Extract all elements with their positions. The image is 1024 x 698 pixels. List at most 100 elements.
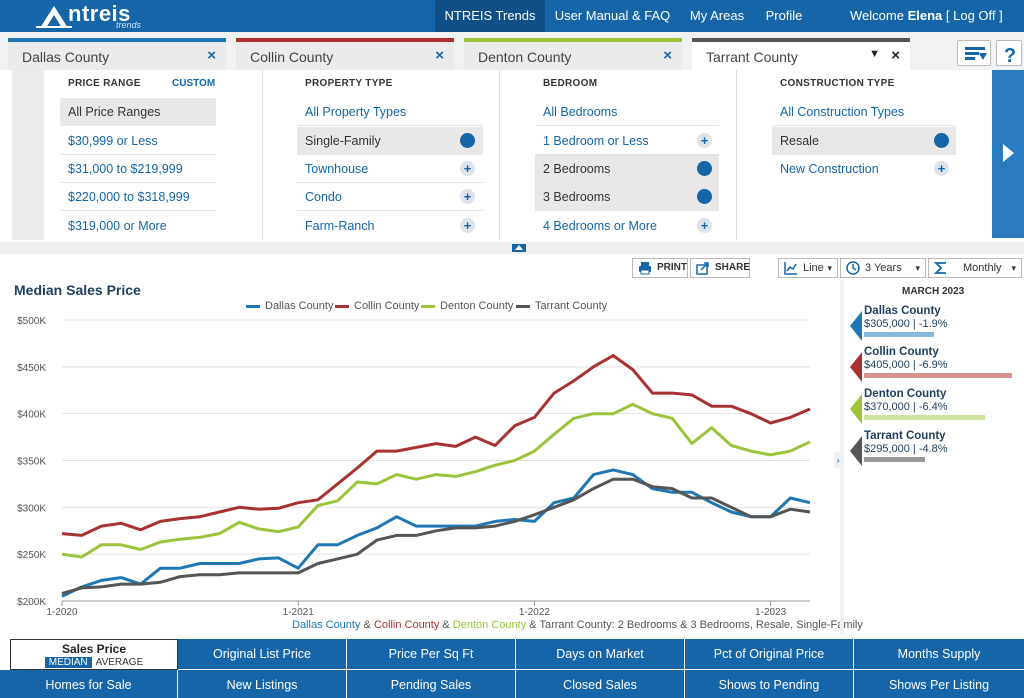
series-line-collin-county — [61, 354, 811, 537]
legend-item-denton[interactable]: Denton County — [421, 300, 513, 312]
nav-my-areas[interactable]: My Areas — [689, 8, 745, 23]
property-option-condo[interactable]: Condo — [297, 183, 483, 211]
y-tick-label: $350K — [17, 457, 46, 468]
bedroom-option-1[interactable]: 1 Bedroom or Less — [535, 127, 719, 155]
help-button[interactable]: ? — [996, 40, 1022, 67]
period-select[interactable]: 3 Years ▾ — [840, 258, 926, 278]
nav-user-manual[interactable]: User Manual & FAQ — [554, 8, 671, 23]
construction-type-heading: CONSTRUCTION TYPE — [780, 78, 895, 89]
caption-part: & — [439, 619, 453, 631]
selected-dot-icon[interactable] — [934, 133, 949, 148]
side-item-dallas[interactable]: Dallas County $305,000 | -1.9% — [850, 305, 1020, 345]
property-option-townhouse[interactable]: Townhouse — [297, 155, 483, 183]
construction-option-all[interactable]: All Construction Types — [772, 98, 956, 126]
bedroom-option-2[interactable]: 2 Bedrooms — [535, 155, 719, 183]
nav-ntreis-trends[interactable]: NTREIS Trends — [435, 0, 545, 32]
bedroom-option-4[interactable]: 4 Bedrooms or More — [543, 219, 657, 233]
metric-months-supply[interactable]: Months Supply — [854, 639, 1024, 670]
county-tabs: Dallas County × Collin County × Denton C… — [0, 32, 1024, 70]
x-tick-label: 1-2023 — [755, 607, 787, 618]
legend-item-collin[interactable]: Collin County — [335, 300, 419, 312]
chevron-down-icon[interactable]: ▼ — [869, 48, 880, 60]
chevron-down-icon: ▾ — [827, 263, 832, 273]
price-option[interactable]: $220,000 to $318,999 — [60, 183, 216, 211]
filter-next-panel[interactable] — [992, 70, 1024, 238]
metric-closed-sales[interactable]: Closed Sales — [516, 670, 685, 698]
property-option-all[interactable]: All Property Types — [297, 98, 483, 126]
price-option[interactable]: $31,000 to $219,999 — [60, 155, 216, 183]
selected-dot-icon[interactable] — [697, 161, 712, 176]
selected-dot-icon[interactable] — [460, 133, 475, 148]
metric-sales-price[interactable]: Sales Price MEDIAN AVERAGE — [10, 639, 178, 670]
county-name: Dallas County — [864, 305, 941, 317]
interval-select[interactable]: Monthly ▾ — [928, 258, 1022, 278]
price-option-all[interactable]: All Price Ranges — [60, 98, 216, 126]
close-icon[interactable]: × — [663, 47, 672, 64]
chevron-right-icon[interactable]: › — [834, 452, 842, 468]
y-tick-label: $500K — [17, 316, 46, 327]
construction-option-resale[interactable]: Resale — [772, 127, 956, 155]
logoff-link[interactable]: [ Log Off ] — [945, 8, 1003, 23]
median-sales-price-chart[interactable]: $200K $250K $300K $350K $400K $450K $500K 1-202… — [0, 296, 830, 618]
selected-dot-icon[interactable] — [697, 189, 712, 204]
close-icon[interactable]: × — [891, 47, 900, 64]
property-option-farm-ranch[interactable]: Farm-Ranch — [305, 219, 375, 233]
metric-new-listings[interactable]: New Listings — [178, 670, 347, 698]
nav-profile[interactable]: Profile — [765, 8, 803, 23]
price-option[interactable]: $30,999 or Less — [60, 127, 216, 155]
filter-collapse-bar[interactable] — [0, 242, 1024, 254]
price-option[interactable]: $319,000 or More — [68, 219, 167, 233]
plus-icon[interactable]: + — [460, 189, 475, 204]
average-toggle[interactable]: AVERAGE — [95, 657, 144, 668]
ntreis-logo-icon[interactable] — [36, 2, 156, 30]
legend-label: Dallas County — [265, 300, 334, 312]
metric-homes-for-sale[interactable]: Homes for Sale — [0, 670, 178, 698]
marker-arrow-icon — [850, 311, 862, 341]
caption-part: Denton County — [452, 619, 527, 631]
legend-item-tarrant[interactable]: Tarrant County — [516, 300, 607, 312]
metric-pct-original-price[interactable]: Pct of Original Price — [685, 639, 854, 670]
filter-side-handle[interactable] — [12, 70, 44, 240]
metric-pending-sales[interactable]: Pending Sales — [347, 670, 516, 698]
metric-original-list-price[interactable]: Original List Price — [178, 639, 347, 670]
median-toggle[interactable]: MEDIAN — [44, 657, 92, 668]
share-button[interactable]: SHARE — [690, 258, 750, 278]
chevron-up-icon[interactable] — [512, 244, 526, 252]
chart-title: Median Sales Price — [14, 282, 141, 298]
legend-item-dallas[interactable]: Dallas County — [246, 300, 333, 312]
value-bar — [864, 415, 985, 420]
construction-option-new[interactable]: New Construction — [780, 162, 879, 176]
side-item-collin[interactable]: Collin County $405,000 | -6.9% — [850, 346, 1020, 386]
tab-collin-county[interactable]: Collin County × — [236, 38, 454, 70]
legend-label: Collin County — [354, 300, 420, 312]
tab-dallas-county[interactable]: Dallas County × — [8, 38, 226, 70]
side-item-tarrant[interactable]: Tarrant County $295,000 | -4.8% — [850, 430, 1020, 470]
tab-tarrant-county[interactable]: Tarrant County ▼ × — [692, 38, 910, 70]
y-tick-label: $450K — [17, 363, 46, 374]
legend-swatch — [246, 304, 260, 308]
plus-icon[interactable]: + — [460, 218, 475, 233]
chart-type-select[interactable]: Line ▾ — [778, 258, 838, 278]
metric-shows-to-pending[interactable]: Shows to Pending — [685, 670, 854, 698]
bedroom-option-all[interactable]: All Bedrooms — [535, 98, 719, 126]
plus-icon[interactable]: + — [697, 218, 712, 233]
close-icon[interactable]: × — [435, 47, 444, 64]
plus-icon[interactable]: + — [697, 133, 712, 148]
print-button[interactable]: PRINT — [632, 258, 688, 278]
metric-price-per-sq-ft[interactable]: Price Per Sq Ft — [347, 639, 516, 670]
logo-text[interactable]: ntreis — [68, 1, 131, 26]
metric-shows-per-listing[interactable]: Shows Per Listing — [854, 670, 1024, 698]
x-tick-label: 1-2020 — [46, 607, 78, 618]
custom-price-link[interactable]: CUSTOM — [172, 78, 216, 89]
side-item-denton[interactable]: Denton County $370,000 | -6.4% — [850, 388, 1020, 428]
bedroom-option-3[interactable]: 3 Bedrooms — [535, 183, 719, 211]
plus-icon[interactable]: + — [934, 161, 949, 176]
property-option-single-family[interactable]: Single-Family — [297, 127, 483, 155]
metric-days-on-market[interactable]: Days on Market — [516, 639, 685, 670]
tab-denton-county[interactable]: Denton County × — [464, 38, 682, 70]
county-value: $305,000 | -1.9% — [864, 318, 948, 330]
line-chart-icon — [784, 262, 797, 275]
close-icon[interactable]: × — [207, 47, 216, 64]
plus-icon[interactable]: + — [460, 161, 475, 176]
filter-settings-button[interactable] — [957, 40, 991, 66]
